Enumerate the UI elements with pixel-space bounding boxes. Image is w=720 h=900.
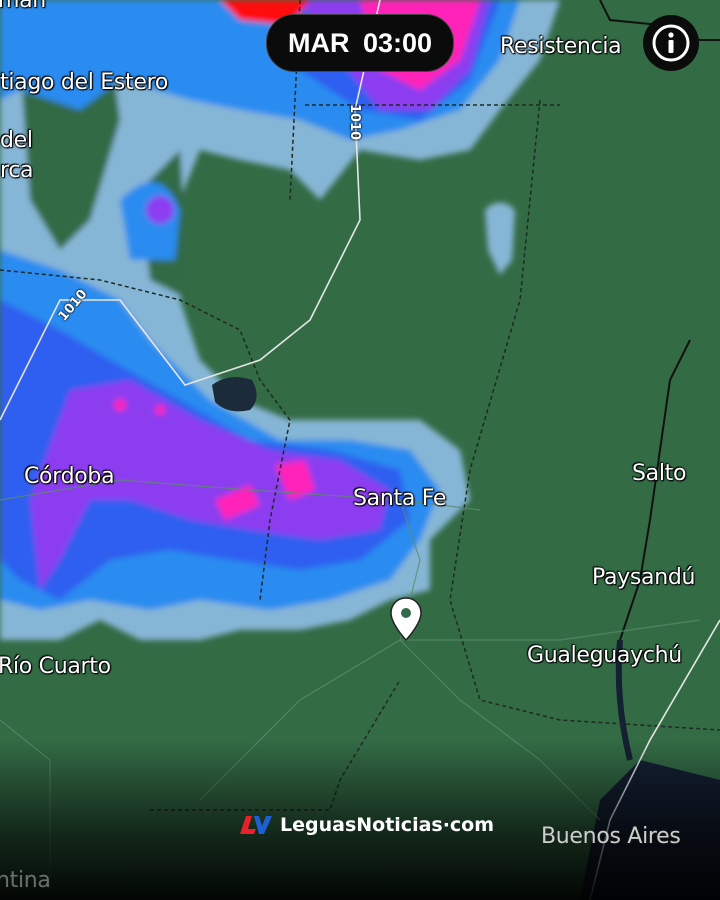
watermark: LeguasNoticias·com xyxy=(240,814,494,836)
city-label-santa-fe: Santa Fe xyxy=(353,486,447,511)
leguasnoticias-logo xyxy=(240,816,272,834)
city-label-salto: Salto xyxy=(632,461,687,486)
city-label-santiago-del-estero: tiago del Estero xyxy=(0,70,168,95)
city-label-gualeguaychu: Gualeguaychú xyxy=(527,643,682,668)
info-icon xyxy=(652,24,690,62)
city-label-buenos-aires: Buenos Aires xyxy=(541,824,681,849)
city-label-paysandu: Paysandú xyxy=(592,565,696,590)
isobar-label: 1010 xyxy=(347,104,362,141)
city-label-rio-cuarto: Río Cuarto xyxy=(0,654,111,679)
map-pin-icon[interactable] xyxy=(388,596,424,644)
country-label-argentina: ntina xyxy=(0,868,51,893)
info-button[interactable] xyxy=(643,15,699,71)
city-label-catamarca: del xyxy=(0,128,33,153)
watermark-text: LeguasNoticias·com xyxy=(280,814,495,836)
bottom-gradient xyxy=(0,740,720,900)
city-label-tucuman: man xyxy=(0,0,46,13)
city-label-resistencia: Resistencia xyxy=(500,34,622,59)
city-label-cordoba: Córdoba xyxy=(24,464,115,489)
city-label-catamarca: rca xyxy=(0,158,34,183)
time-badge[interactable]: MAR 03:00 xyxy=(266,14,454,72)
lake xyxy=(212,376,257,412)
